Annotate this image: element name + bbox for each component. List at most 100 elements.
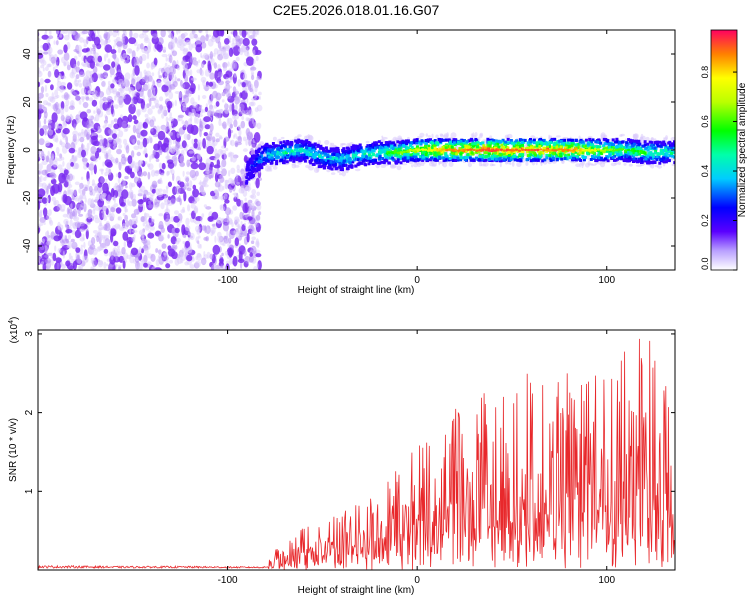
noise-cell [128, 219, 133, 227]
noise-cell [60, 81, 66, 87]
signal-cell [526, 141, 530, 145]
noise-cell [121, 247, 126, 255]
signal-cell [379, 150, 383, 154]
signal-halo-cell [617, 161, 622, 166]
noise-cell [110, 188, 115, 198]
signal-cell [558, 144, 561, 148]
noise-cell [49, 96, 56, 103]
signal-cell [269, 154, 273, 158]
noise-cell [39, 128, 45, 137]
noise-cell [150, 128, 154, 132]
signal-cell [484, 154, 488, 158]
signal-cell [277, 152, 281, 156]
signal-cell [667, 159, 671, 163]
signal-cell [371, 145, 375, 149]
noise-cell [154, 204, 158, 209]
signal-cell [282, 154, 286, 158]
noise-cell [158, 249, 162, 255]
signal-halo-cell [317, 139, 322, 145]
signal-halo-cell [267, 165, 271, 170]
noise-cell [70, 162, 74, 167]
noise-cell [213, 164, 221, 169]
noise-cell [118, 130, 124, 138]
noise-cell [229, 257, 232, 265]
noise-cell [55, 146, 60, 154]
noise-cell [250, 101, 256, 107]
noise-cell [116, 41, 123, 47]
noise-cell [150, 62, 154, 70]
noise-cell [172, 173, 175, 182]
noise-cell [181, 83, 186, 89]
spectrogram-noise-region [38, 30, 263, 270]
noise-cell [59, 85, 64, 93]
noise-cell [225, 260, 230, 265]
noise-cell [46, 240, 51, 246]
noise-cell [184, 74, 189, 83]
signal-cell [363, 156, 367, 160]
signal-cell [583, 155, 587, 159]
noise-cell [235, 56, 240, 62]
noise-cell [219, 258, 224, 263]
noise-cell [147, 108, 153, 115]
noise-cell [92, 230, 99, 234]
noise-cell [49, 172, 56, 178]
noise-cell [116, 189, 123, 197]
noise-cell [234, 216, 240, 223]
noise-cell [48, 129, 54, 136]
signal-cell [255, 151, 259, 154]
noise-cell [80, 87, 87, 95]
noise-cell [129, 30, 133, 39]
signal-cell [310, 152, 314, 156]
noise-cell [186, 187, 192, 192]
signal-cell [462, 141, 466, 145]
noise-cell [193, 138, 198, 143]
noise-cell [147, 171, 151, 180]
noise-cell [38, 182, 44, 187]
noise-cell [179, 161, 185, 167]
noise-cell [110, 104, 114, 115]
noise-cell [217, 80, 224, 86]
noise-cell [168, 125, 173, 131]
signal-halo-cell [305, 135, 310, 140]
noise-cell [160, 172, 165, 177]
noise-cell [174, 99, 177, 107]
signal-cell [525, 158, 529, 162]
noise-cell [120, 86, 125, 94]
signal-cell [577, 145, 581, 149]
noise-cell [68, 105, 75, 110]
signal-cell [463, 139, 466, 142]
noise-cell [197, 94, 200, 101]
noise-cell [202, 179, 208, 185]
noise-cell [72, 216, 77, 220]
noise-cell [93, 36, 101, 46]
signal-cell [360, 161, 363, 165]
noise-cell [214, 181, 221, 188]
noise-cell [142, 190, 147, 198]
noise-cell [117, 224, 121, 229]
noise-cell [110, 251, 114, 261]
signal-cell [588, 146, 592, 150]
noise-cell [197, 113, 203, 118]
signal-cell [434, 156, 438, 160]
noise-cell [42, 51, 49, 55]
signal-halo-cell [396, 165, 402, 171]
signal-cell [345, 150, 348, 153]
noise-cell [241, 224, 246, 232]
signal-cell [263, 147, 267, 151]
signal-cell [486, 137, 490, 141]
signal-cell [332, 156, 336, 160]
signal-cell [294, 156, 298, 160]
signal-cell [340, 157, 344, 161]
noise-cell [54, 69, 60, 78]
signal-cell [521, 145, 525, 149]
signal-cell [406, 152, 410, 156]
signal-cell [659, 148, 663, 152]
noise-cell [115, 157, 119, 164]
signal-halo-cell [305, 164, 311, 169]
noise-cell [171, 244, 176, 249]
noise-cell [96, 235, 100, 243]
signal-cell [366, 158, 370, 162]
noise-cell [237, 224, 241, 229]
noise-cell [38, 124, 42, 130]
signal-cell [268, 152, 272, 156]
